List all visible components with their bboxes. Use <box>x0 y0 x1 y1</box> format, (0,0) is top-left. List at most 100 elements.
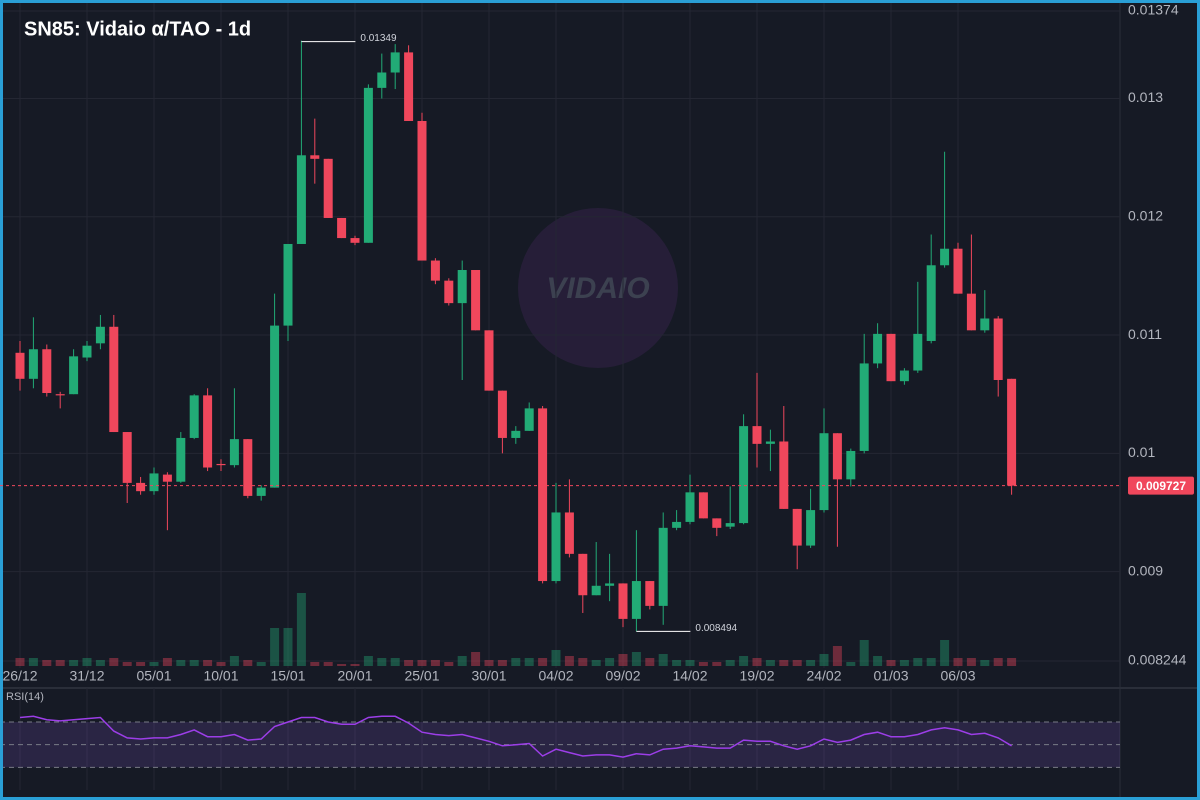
volume-bar <box>310 662 320 666</box>
y-tick-label: 0.013 <box>1128 89 1163 105</box>
volume-bar <box>940 640 950 666</box>
volume-bar <box>176 660 186 666</box>
candle-body <box>337 217 347 239</box>
candle-body <box>846 450 856 480</box>
candle-body <box>216 463 226 466</box>
volume-bar <box>832 646 842 666</box>
candle-body <box>497 390 507 438</box>
candle-body <box>524 408 534 431</box>
volume-bar <box>511 658 521 666</box>
x-tick-label: 04/02 <box>538 668 573 684</box>
candle-body <box>296 155 306 244</box>
volume-bar <box>417 660 427 666</box>
volume-bar <box>564 656 574 666</box>
candle-body <box>859 363 869 451</box>
volume-bar <box>256 662 266 666</box>
candle-body <box>471 270 481 331</box>
candle-body <box>913 333 923 371</box>
candle-body <box>966 293 976 331</box>
volume-bar <box>337 664 347 666</box>
candle-body <box>685 492 695 522</box>
x-tick-label: 24/02 <box>806 668 841 684</box>
volume-bar <box>390 658 400 666</box>
candle-body <box>42 349 52 394</box>
volume-bar <box>69 660 79 666</box>
high-marker-label: 0.01349 <box>360 33 397 44</box>
volume-bar <box>926 658 936 666</box>
volume-bar <box>243 660 253 666</box>
volume-bar <box>136 662 146 666</box>
watermark: VIDAIO <box>546 272 649 305</box>
candle-body <box>819 433 829 511</box>
volume-bar <box>229 656 239 666</box>
candle-body <box>645 581 655 606</box>
candle-body <box>162 474 172 482</box>
candle-body <box>578 553 588 596</box>
volume-bar <box>605 658 615 666</box>
candle-body <box>605 583 615 586</box>
candle-body <box>993 318 1003 380</box>
x-tick-label: 09/02 <box>605 668 640 684</box>
volume-bar <box>698 662 708 666</box>
candle-body <box>95 326 105 344</box>
volume-bar <box>471 652 481 666</box>
volume-bar <box>216 662 226 666</box>
volume-bar <box>980 660 990 666</box>
candle-body <box>430 260 440 281</box>
candle-body <box>698 492 708 519</box>
volume-bar <box>953 658 963 666</box>
volume-bar <box>42 660 52 666</box>
candle-body <box>953 248 963 294</box>
candle-body <box>350 238 360 243</box>
chart-title: SN85: Vidaio α/TAO - 1d <box>24 18 251 40</box>
volume-bar <box>631 652 641 666</box>
volume-bar <box>913 658 923 666</box>
candle-body <box>886 333 896 382</box>
y-tick-label: 0.011 <box>1128 326 1162 342</box>
y-tick-label: 0.009 <box>1128 562 1163 578</box>
candle-body <box>82 345 92 358</box>
volume-bar <box>149 662 159 666</box>
volume-bar <box>899 660 909 666</box>
volume-bar <box>712 662 722 666</box>
candle-body <box>229 439 239 466</box>
candle-body <box>899 370 909 382</box>
volume-bar <box>873 656 883 666</box>
volume-bar <box>806 660 816 666</box>
volume-bar <box>966 658 976 666</box>
candle-body <box>739 426 749 524</box>
volume-bar <box>672 660 682 666</box>
candle-body <box>69 356 79 395</box>
marks <box>0 40 1120 768</box>
candle-body <box>980 318 990 331</box>
x-tick-label: 30/01 <box>471 668 506 684</box>
candle-body <box>270 325 280 488</box>
candle-body <box>538 408 548 582</box>
volume-bar <box>859 640 869 666</box>
volume-bar <box>551 650 561 666</box>
candle-body <box>564 512 574 554</box>
volume-bar <box>95 660 105 666</box>
x-tick-label: 26/12 <box>2 668 37 684</box>
candle-body <box>390 52 400 73</box>
volume-bar <box>645 658 655 666</box>
low-marker-label: 0.008494 <box>695 623 737 634</box>
y-tick-label: 0.012 <box>1128 207 1163 223</box>
volume-bar <box>189 660 199 666</box>
candle-body <box>310 155 320 159</box>
last-price-box <box>1128 476 1194 495</box>
x-tick-label: 20/01 <box>337 668 372 684</box>
volume-bar <box>993 658 1003 666</box>
candle-body <box>377 72 387 88</box>
candle-body <box>283 243 293 326</box>
candle-body <box>122 432 132 483</box>
volume-bar <box>685 660 695 666</box>
volume-bar <box>28 658 38 666</box>
volume-bar <box>752 658 762 666</box>
candle-body <box>363 87 373 243</box>
candle-body <box>417 120 427 261</box>
y-tick-label: 0.01374 <box>1128 2 1179 18</box>
